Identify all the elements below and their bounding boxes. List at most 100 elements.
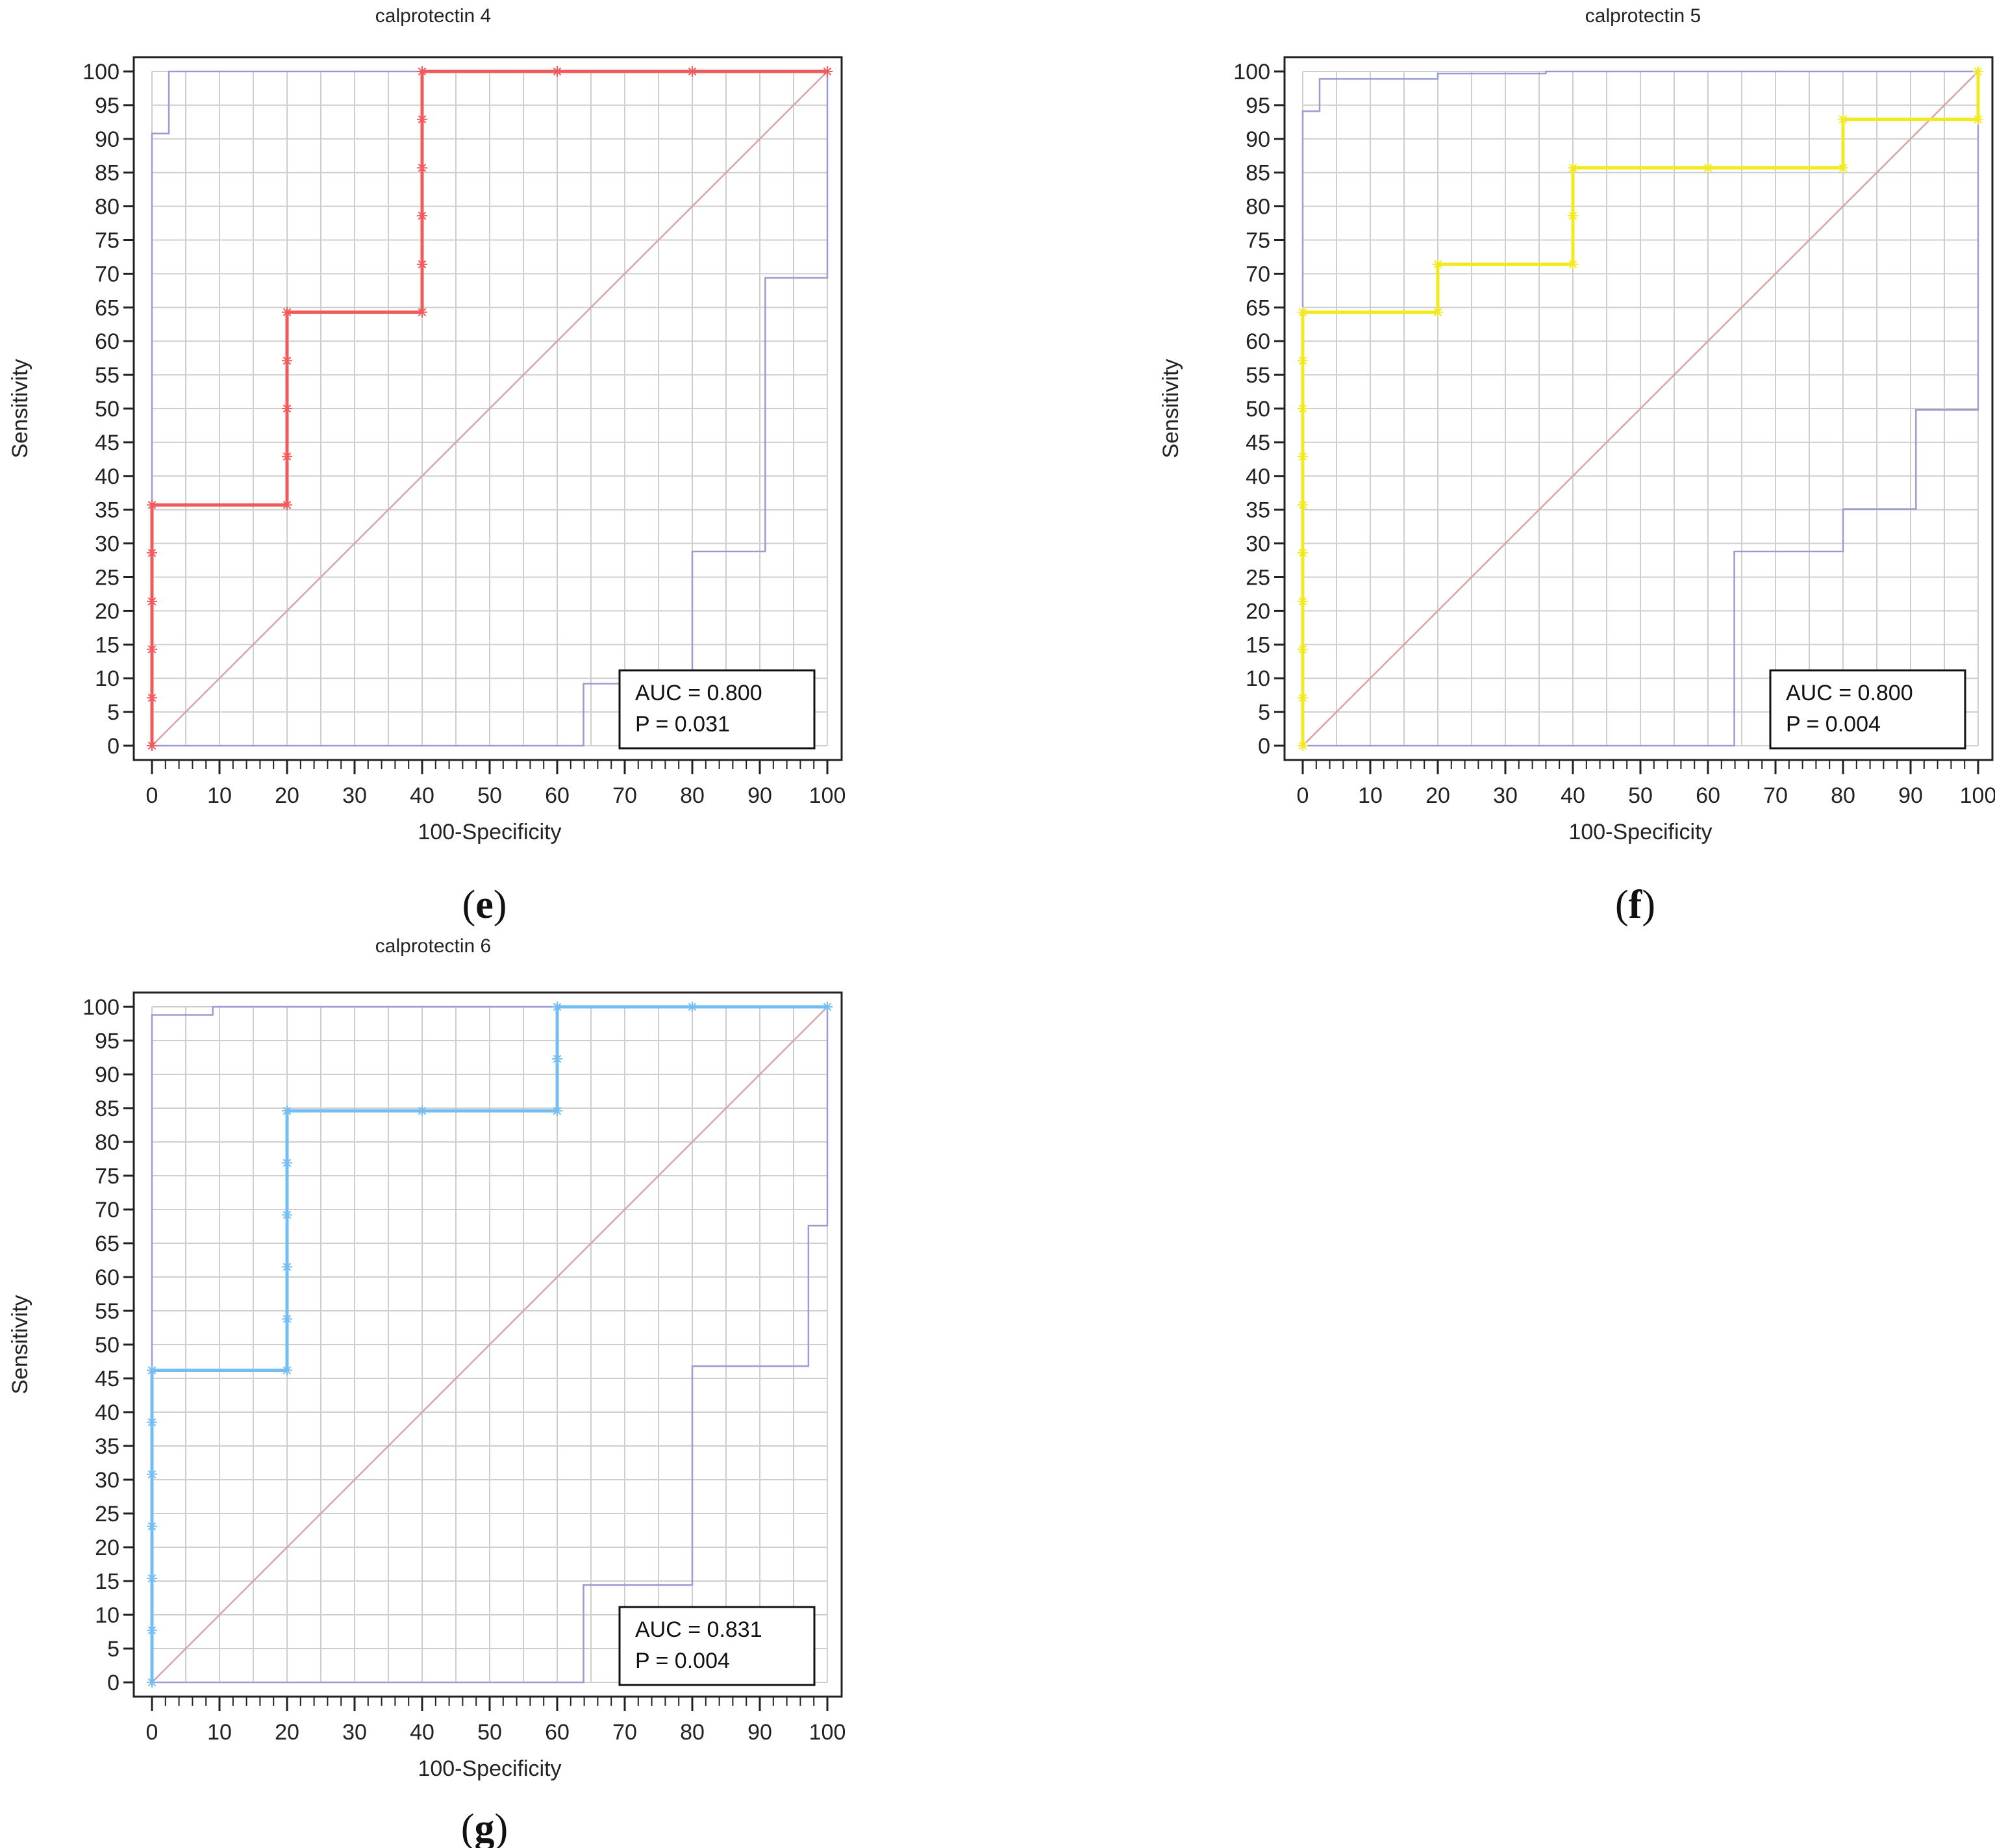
y-tick-label: 30 [1246, 532, 1270, 557]
chart-title: calprotectin 5 [1585, 5, 1701, 27]
x-tick-label: 90 [747, 783, 772, 808]
data-point-marker [147, 548, 157, 559]
data-point-marker [1298, 403, 1308, 414]
y-tick-label: 25 [1246, 566, 1270, 590]
p-value-label: P = 0.031 [635, 712, 730, 737]
y-tick-label: 75 [1246, 229, 1270, 253]
y-tick-label: 55 [1246, 363, 1270, 388]
y-tick-label: 5 [107, 700, 119, 725]
data-point-marker [282, 307, 292, 318]
y-tick-label: 10 [1246, 666, 1270, 691]
y-tick-label: 35 [1246, 498, 1270, 523]
x-tick-label: 50 [477, 1720, 502, 1745]
data-point-marker [282, 355, 292, 366]
y-tick-label: 75 [95, 1164, 119, 1189]
y-tick-label: 15 [95, 1569, 119, 1594]
y-tick-label: 15 [95, 633, 119, 657]
y-tick-label: 30 [95, 1468, 119, 1493]
p-value-label: P = 0.004 [635, 1649, 730, 1673]
y-tick-label: 40 [95, 1400, 119, 1425]
lower-ci-line [152, 1007, 829, 1684]
y-tick-label: 55 [95, 1299, 119, 1324]
y-axis: 0 5 10 15 20 25 30 35 40 45 50 55 60 65 70 75 80 85 90 95 10… [82, 60, 134, 759]
data-point-marker [1298, 692, 1308, 703]
y-tick-label: 25 [95, 566, 119, 590]
data-point-marker [282, 1261, 292, 1272]
data-point-marker [1973, 114, 1983, 125]
x-tick-label: 90 [1898, 783, 1923, 808]
y-tick-label: 35 [95, 498, 119, 523]
data-point-marker [1298, 740, 1308, 751]
y-axis: 0 5 10 15 20 25 30 35 40 45 50 55 60 65 70 75 80 85 90 95 10… [1233, 60, 1285, 759]
y-axis-label: Sensitivity [1159, 359, 1183, 458]
x-tick-label: 50 [477, 783, 502, 808]
x-axis: 0 10 20 30 40 50 60 70 80 90 100 [146, 760, 846, 808]
data-point-marker [1973, 66, 1983, 77]
p-value-label: P = 0.004 [1786, 712, 1881, 737]
auc-legend-box [618, 1606, 816, 1686]
y-tick-label: 100 [1233, 60, 1270, 84]
data-point-marker [282, 1106, 292, 1117]
x-tick-label: 70 [1763, 783, 1788, 808]
x-tick-label: 10 [207, 783, 232, 808]
data-point-marker [1433, 259, 1443, 270]
y-tick-label: 90 [1246, 127, 1270, 152]
data-point-marker [147, 596, 157, 607]
data-point-marker [417, 1106, 427, 1117]
y-tick-label: 15 [1246, 633, 1270, 657]
y-tick-label: 45 [1246, 431, 1270, 455]
x-tick-label: 40 [410, 783, 434, 808]
y-tick-label: 20 [95, 1536, 119, 1560]
y-axis: 0 5 10 15 20 25 30 35 40 45 50 55 60 65 70 75 80 85 90 95 10… [82, 995, 134, 1695]
y-tick-label: 5 [1258, 700, 1270, 725]
x-tick-label: 0 [1297, 783, 1309, 808]
panel-caption-letter: f [1629, 883, 1643, 927]
data-point-marker [282, 1158, 292, 1169]
chart-series [147, 1002, 833, 1688]
data-point-marker [147, 1677, 157, 1688]
panel-caption-letter: e [475, 883, 494, 927]
auc-label: AUC = 0.831 [635, 1617, 762, 1642]
data-point-marker [1298, 644, 1308, 655]
y-tick-label: 70 [95, 262, 119, 286]
x-tick-label: 100 [1960, 783, 1995, 808]
panel-g: calprotectin 6 0 5 10 15 20 25 30 35 40 45 50 55 60 6… [8, 935, 846, 1848]
y-tick-label: 50 [95, 1333, 119, 1358]
y-tick-label: 10 [95, 666, 119, 691]
y-tick-label: 20 [95, 599, 119, 624]
y-tick-label: 90 [95, 1063, 119, 1087]
data-point-marker [822, 66, 833, 77]
x-tick-label: 20 [1425, 783, 1450, 808]
y-tick-label: 0 [107, 1671, 119, 1695]
x-axis: 0 10 20 30 40 50 60 70 80 90 100 [1297, 760, 1995, 808]
data-point-marker [147, 692, 157, 703]
y-tick-label: 80 [1246, 195, 1270, 220]
x-tick-label: 90 [747, 1720, 772, 1745]
y-tick-label: 60 [95, 1265, 119, 1290]
x-tick-label: 100 [809, 783, 846, 808]
chart-title: calprotectin 6 [375, 935, 491, 957]
x-tick-label: 30 [342, 1720, 367, 1745]
x-tick-label: 20 [275, 1720, 299, 1745]
x-tick-label: 30 [1493, 783, 1518, 808]
data-point-marker [1298, 500, 1308, 511]
y-tick-label: 45 [95, 431, 119, 455]
x-tick-label: 80 [680, 1720, 705, 1745]
diagonal-reference-line [151, 1006, 828, 1683]
y-tick-label: 60 [1246, 329, 1270, 354]
x-tick-label: 30 [342, 783, 367, 808]
data-point-marker [147, 1625, 157, 1636]
diagonal-reference-line [151, 71, 828, 746]
data-point-marker [147, 740, 157, 751]
panel-e: calprotectin 4 0 5 10 15 20 25 30 35 40 45 50 55 60 6… [8, 5, 846, 927]
x-tick-label: 60 [1696, 783, 1720, 808]
y-tick-label: 95 [1246, 94, 1270, 118]
x-tick-label: 0 [146, 783, 158, 808]
data-point-marker [687, 1002, 697, 1012]
data-point-marker [417, 162, 427, 173]
x-tick-label: 40 [410, 1720, 434, 1745]
y-tick-label: 85 [1246, 161, 1270, 186]
y-tick-label: 65 [95, 1232, 119, 1256]
upper-ci-line [151, 70, 827, 746]
